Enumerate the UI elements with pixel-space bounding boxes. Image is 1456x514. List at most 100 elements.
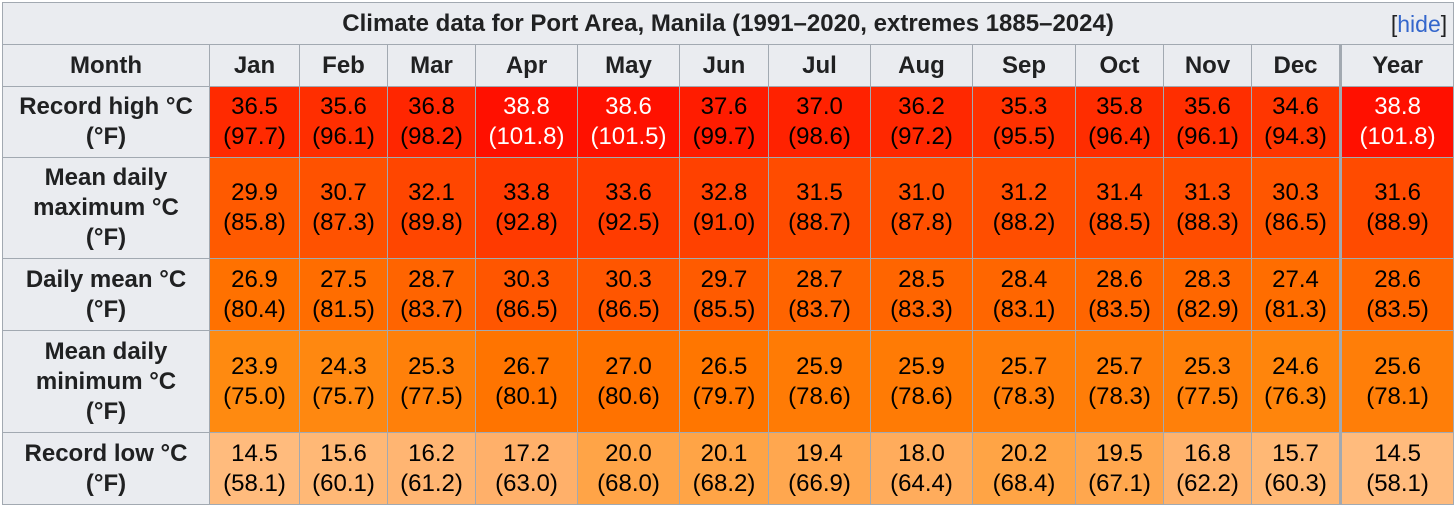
value-cell: 35.6 (96.1) — [299, 86, 388, 158]
month-header-mar: Mar — [387, 44, 476, 87]
celsius-value: 38.6 — [605, 93, 652, 120]
value-cell: 27.4 (81.3) — [1251, 258, 1341, 331]
fahrenheit-value: (86.5) — [597, 295, 660, 323]
month-header-oct: Oct — [1075, 44, 1164, 87]
celsius-value: 37.0 — [796, 93, 843, 120]
value-cell: 20.2 (68.4) — [972, 432, 1076, 505]
fahrenheit-value: (78.3) — [1088, 382, 1151, 410]
table-row: Mean daily minimum °C (°F) 23.9 (75.0) 24.3 (7… — [2, 330, 1455, 433]
value-cell: 30.3 (86.5) — [475, 258, 578, 331]
fahrenheit-value: (76.3) — [1264, 382, 1327, 410]
fahrenheit-value: (77.5) — [1176, 382, 1239, 410]
celsius-value: 19.4 — [796, 439, 843, 467]
celsius-value: 31.3 — [1184, 179, 1231, 206]
fahrenheit-value: (96.4) — [1088, 123, 1151, 150]
row-header-line: (°F) — [85, 224, 127, 251]
celsius-value: 23.9 — [231, 352, 278, 380]
value-cell: 35.3 (95.5) — [972, 86, 1076, 158]
fahrenheit-value: (97.2) — [890, 123, 953, 150]
fahrenheit-value: (87.8) — [890, 209, 953, 236]
month-header-may: May — [577, 44, 680, 87]
value-cell: 23.9 (75.0) — [209, 330, 300, 433]
celsius-value: 34.6 — [1272, 93, 1319, 120]
value-cell: 35.6 (96.1) — [1163, 86, 1252, 158]
value-cell: 35.8 (96.4) — [1075, 86, 1164, 158]
value-cell: 27.5 (81.5) — [299, 258, 388, 331]
value-cell: 26.7 (80.1) — [475, 330, 578, 433]
celsius-value: 25.7 — [1096, 352, 1143, 380]
celsius-value: 27.0 — [605, 352, 652, 380]
value-cell: 33.8 (92.8) — [475, 157, 578, 259]
value-cell: 25.7 (78.3) — [972, 330, 1076, 433]
fahrenheit-value: (85.8) — [223, 209, 286, 236]
value-cell: 30.3 (86.5) — [577, 258, 680, 331]
fahrenheit-value: (101.8) — [488, 123, 565, 150]
celsius-value: 36.5 — [231, 93, 278, 120]
value-cell: 36.5 (97.7) — [209, 86, 300, 158]
fahrenheit-value: (66.9) — [788, 469, 851, 497]
value-cell: 34.6 (94.3) — [1251, 86, 1341, 158]
fahrenheit-value: (83.1) — [992, 295, 1056, 323]
value-cell: 26.9 (80.4) — [209, 258, 300, 331]
celsius-value: 31.0 — [898, 179, 945, 206]
fahrenheit-value: (78.1) — [1366, 382, 1429, 410]
fahrenheit-value: (80.6) — [597, 382, 660, 410]
fahrenheit-value: (95.5) — [992, 123, 1056, 150]
celsius-value: 15.6 — [320, 439, 367, 467]
celsius-value: 28.5 — [898, 265, 945, 293]
fahrenheit-value: (68.4) — [992, 469, 1056, 497]
fahrenheit-value: (101.8) — [1359, 123, 1436, 150]
celsius-value: 36.2 — [898, 93, 945, 120]
fahrenheit-value: (61.2) — [400, 469, 463, 497]
fahrenheit-value: (86.5) — [495, 295, 558, 323]
value-cell: 15.7 (60.3) — [1251, 432, 1341, 505]
fahrenheit-value: (83.5) — [1366, 295, 1429, 323]
fahrenheit-value: (101.5) — [590, 123, 667, 150]
table-caption: Climate data for Port Area, Manila (1991… — [1, 2, 1455, 45]
celsius-value: 16.2 — [408, 439, 455, 467]
fahrenheit-value: (94.3) — [1264, 123, 1327, 150]
row-header: Record high °C (°F) — [2, 86, 210, 158]
value-cell: 31.2 (88.2) — [972, 157, 1076, 259]
celsius-value: 33.6 — [605, 179, 652, 206]
value-cell: 24.6 (76.3) — [1251, 330, 1341, 433]
fahrenheit-value: (97.7) — [223, 123, 286, 150]
fahrenheit-value: (88.5) — [1088, 209, 1151, 236]
celsius-value: 28.3 — [1184, 265, 1231, 293]
fahrenheit-value: (89.8) — [400, 209, 463, 236]
value-cell: 16.2 (61.2) — [387, 432, 476, 505]
value-cell: 37.0 (98.6) — [768, 86, 871, 158]
fahrenheit-value: (60.1) — [312, 469, 375, 497]
hide-toggle: [hide] — [1390, 11, 1448, 37]
celsius-value: 35.3 — [1000, 93, 1048, 120]
value-cell: 16.8 (62.2) — [1163, 432, 1252, 505]
celsius-value: 25.3 — [1184, 352, 1231, 380]
fahrenheit-value: (64.4) — [890, 469, 953, 497]
celsius-value: 28.6 — [1096, 265, 1143, 293]
fahrenheit-value: (81.5) — [312, 295, 375, 323]
row-header: Daily mean °C (°F) — [2, 258, 210, 331]
fahrenheit-value: (83.5) — [1088, 295, 1151, 323]
value-cell: 29.7 (85.5) — [679, 258, 769, 331]
celsius-value: 35.6 — [1184, 93, 1231, 120]
celsius-value: 17.2 — [503, 439, 550, 467]
value-cell: 25.3 (77.5) — [387, 330, 476, 433]
value-cell: 20.0 (68.0) — [577, 432, 680, 505]
hide-link[interactable]: hide — [1397, 11, 1441, 37]
celsius-value: 38.8 — [1374, 93, 1421, 120]
celsius-value: 25.9 — [796, 352, 843, 380]
fahrenheit-value: (78.3) — [992, 382, 1056, 410]
row-header-line: Record low °C — [24, 439, 188, 467]
value-cell: 33.6 (92.5) — [577, 157, 680, 259]
row-header-line: Daily mean °C — [25, 265, 187, 293]
fahrenheit-value: (88.7) — [788, 209, 851, 236]
value-cell: 28.5 (83.3) — [870, 258, 973, 331]
fahrenheit-value: (82.9) — [1176, 295, 1239, 323]
value-cell: 36.8 (98.2) — [387, 86, 476, 158]
celsius-value: 25.9 — [898, 352, 945, 380]
fahrenheit-value: (87.3) — [312, 209, 375, 236]
celsius-value: 31.5 — [796, 179, 843, 206]
month-header-sep: Sep — [972, 44, 1076, 87]
value-cell: 25.9 (78.6) — [870, 330, 973, 433]
value-cell: 28.3 (82.9) — [1163, 258, 1252, 331]
